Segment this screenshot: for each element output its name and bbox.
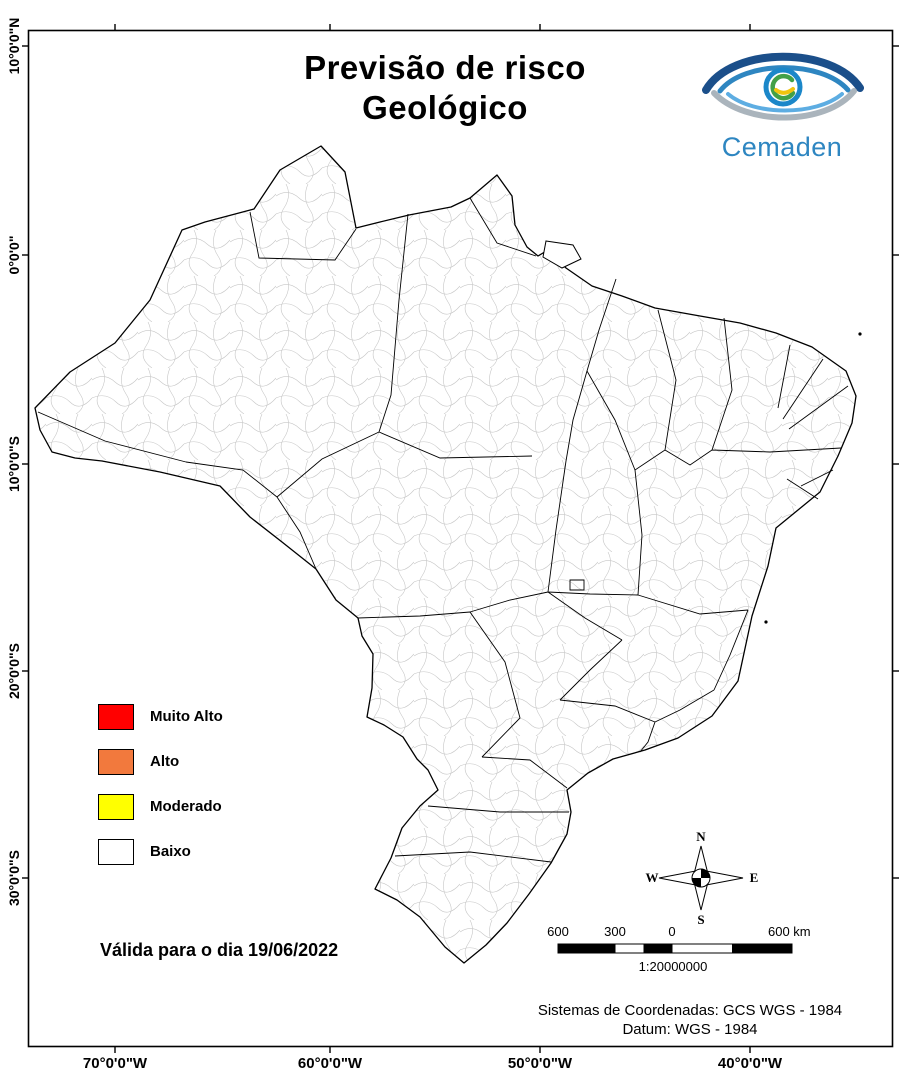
legend-label-alto: Alto: [150, 753, 180, 770]
legend-label-moderado: Moderado: [150, 798, 222, 815]
lon-label-50w: 50°0'0"W: [507, 1055, 573, 1072]
legend-label-baixo: Baixo: [150, 843, 191, 860]
scale-ratio: 1:20000000: [638, 959, 708, 974]
scale-label-600-left: 600: [547, 924, 569, 939]
legend-item-moderado: Moderado: [98, 784, 318, 829]
cemaden-eye-icon: [702, 52, 864, 121]
lat-label-10s: 10°0'0"S: [6, 435, 22, 493]
lat-label-10n: 10°0'0"N: [6, 17, 22, 75]
legend-swatch-alto: [98, 748, 134, 775]
coordinate-system-line-2: Datum: WGS - 1984: [622, 1021, 758, 1038]
coordinate-system-note: Sistemas de Coordenadas: GCS WGS - 1984 …: [478, 1001, 902, 1039]
state-borders: [37, 197, 849, 863]
compass-rose-icon: [658, 845, 744, 911]
scale-label-600-km: 600 km: [768, 924, 811, 939]
cemaden-logo-text: Cemaden: [721, 132, 843, 162]
scale-label-300: 300: [604, 924, 626, 939]
legend-swatch-baixo: [98, 838, 134, 865]
legend-item-alto: Alto: [98, 739, 318, 784]
lat-label-30s: 30°0'0"S: [6, 849, 22, 907]
coordinate-system-line-1: Sistemas de Coordenadas: GCS WGS - 1984: [537, 1002, 843, 1019]
country-outline: [34, 145, 857, 964]
compass-west-label: W: [645, 870, 659, 885]
page-title: Previsão de risco Geológico: [240, 48, 650, 128]
lat-label-20s: 20°0'0"S: [6, 642, 22, 700]
legend-item-baixo: Baixo: [98, 829, 318, 874]
lon-label-60w: 60°0'0"W: [297, 1055, 363, 1072]
compass-south-label: S: [697, 912, 705, 927]
legend-swatch-moderado: [98, 793, 134, 820]
lon-label-70w: 70°0'0"W: [82, 1055, 148, 1072]
lat-label-0: 0°0'0": [6, 235, 22, 275]
compass-north-label: N: [696, 829, 706, 844]
lon-label-40w: 40°0'0"W: [717, 1055, 783, 1072]
compass-east-label: E: [749, 870, 759, 885]
legend-item-muito-alto: Muito Alto: [98, 694, 318, 739]
title-line-1: Previsão de risco: [304, 49, 586, 86]
scale-label-0: 0: [668, 924, 676, 939]
risk-legend: Muito Alto Alto Moderado Baixo: [98, 694, 318, 874]
validity-date: Válida para o dia 19/06/2022: [100, 940, 339, 960]
cemaden-logo: Cemaden: [690, 36, 874, 166]
map-frame: [22, 24, 899, 1053]
legend-swatch-muito-alto: [98, 703, 134, 730]
legend-label-muito-alto: Muito Alto: [150, 708, 223, 725]
title-line-2: Geológico: [362, 89, 528, 126]
scale-bar: [557, 943, 793, 954]
